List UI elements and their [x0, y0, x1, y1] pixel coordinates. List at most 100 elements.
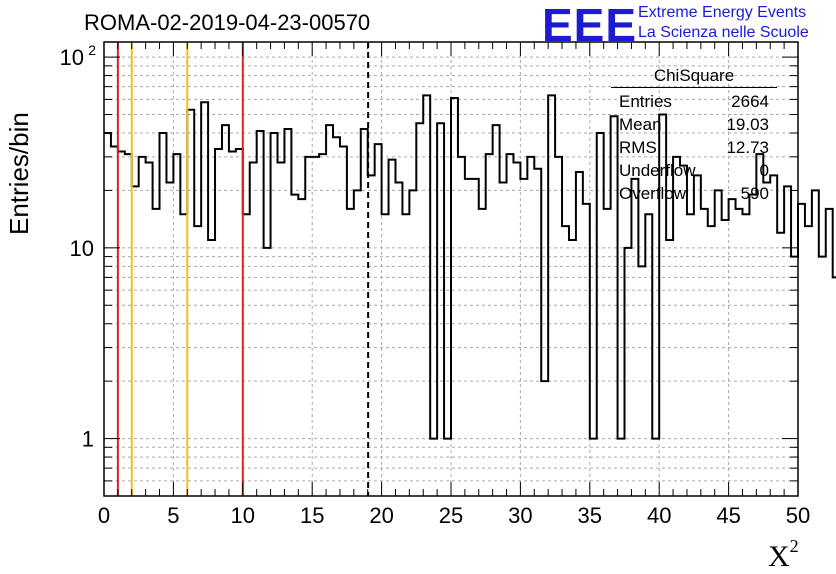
histogram-bin: [160, 133, 167, 496]
histogram-bin: [652, 439, 659, 496]
histogram-bin: [104, 133, 111, 496]
histogram-bin: [347, 209, 354, 496]
histogram-bin: [520, 179, 527, 496]
histogram-bin: [111, 146, 118, 496]
histogram-bin: [784, 186, 791, 496]
histogram-bin: [382, 214, 389, 496]
histogram-bin: [812, 190, 819, 496]
histogram-bin: [250, 163, 257, 496]
histogram-bin: [541, 381, 548, 496]
x-tick-label: 0: [98, 503, 110, 528]
histogram-bin: [756, 154, 763, 496]
histogram-bin: [278, 163, 285, 496]
histogram-bin: [187, 110, 194, 496]
histogram-bin: [625, 248, 632, 496]
histogram-bin: [826, 209, 833, 496]
histogram-bin: [409, 190, 416, 496]
stats-value: 12.73: [726, 138, 769, 157]
histogram-bin: [493, 125, 500, 496]
histogram-bin: [340, 146, 347, 496]
histogram-bin: [416, 123, 423, 496]
histogram-bin: [507, 154, 514, 496]
histogram-bin: [583, 204, 590, 496]
histogram-bin: [271, 133, 278, 496]
histogram-bin: [548, 95, 555, 496]
x-tick-label: 5: [167, 503, 179, 528]
histogram-bin: [562, 226, 569, 496]
histogram-bin: [291, 195, 298, 496]
histogram-bin: [500, 183, 507, 496]
histogram-bin: [631, 179, 638, 496]
histogram-bin: [423, 95, 430, 496]
stats-label: Mean: [619, 115, 662, 134]
histogram-bin: [333, 137, 340, 496]
histogram-bin: [527, 157, 534, 496]
histogram-bin: [763, 183, 770, 496]
stats-value: 19.03: [726, 115, 769, 134]
histogram-bin: [479, 209, 486, 496]
histogram-bin: [437, 123, 444, 496]
axis-ticks: [103, 42, 799, 497]
histogram-bin: [298, 199, 305, 496]
stats-label: RMS: [619, 138, 657, 157]
histogram-bin: [451, 98, 458, 496]
histogram-bin: [742, 214, 749, 496]
histogram-bin: [444, 439, 451, 496]
histogram-bin: [319, 154, 326, 496]
histogram-bin: [166, 183, 173, 496]
histogram-bin: [194, 226, 201, 496]
y-tick-label: 10: [60, 45, 84, 70]
histogram-bin: [430, 439, 437, 496]
histogram-series: [104, 94, 836, 496]
eee-logo: EEE Extreme Energy Events La Scienza nel…: [542, 0, 834, 51]
stats-row-entries: Entries 2664: [611, 90, 777, 113]
histogram-bin: [590, 439, 597, 496]
stats-value: 0: [759, 161, 769, 180]
x-tick-label: 30: [508, 503, 532, 528]
marker-lines: [116, 42, 370, 496]
histogram-bin: [486, 154, 493, 496]
histogram-bin: [645, 214, 652, 496]
histogram-bin: [180, 214, 187, 496]
y-tick-label-exponent: 2: [88, 42, 96, 58]
stats-label: Overflow: [619, 184, 687, 203]
histogram-bin: [569, 240, 576, 496]
x-axis-label-superscript: 2: [789, 536, 799, 556]
stats-title: ChiSquare: [611, 66, 777, 88]
histogram-bin: [791, 257, 798, 496]
histogram-bin: [201, 102, 208, 496]
histogram-bin: [798, 204, 805, 496]
stats-label: Underflow: [619, 161, 696, 180]
histogram-bin: [604, 209, 611, 496]
histogram-bin: [749, 195, 756, 496]
histogram-bin: [736, 209, 743, 496]
histogram-bin: [805, 226, 812, 496]
histogram-bin: [770, 175, 777, 496]
histogram-bin: [513, 163, 520, 496]
histogram-bin: [312, 157, 319, 496]
histogram-bin: [326, 125, 333, 496]
histogram-bin: [819, 257, 826, 496]
x-tick-label: 25: [439, 503, 463, 528]
histogram-bin: [687, 214, 694, 496]
y-tick-label: 1: [82, 427, 94, 452]
stats-box: ChiSquare Entries 2664 Mean 19.03 RMS 12.73…: [611, 66, 777, 205]
histogram-bin: [361, 129, 368, 496]
histogram-bin: [673, 157, 680, 496]
histogram-bin: [534, 169, 541, 496]
stats-value: 2664: [731, 92, 769, 111]
stats-label: Entries: [619, 92, 672, 111]
histogram-bin: [722, 220, 729, 496]
histogram-bin: [576, 172, 583, 496]
histogram-bin: [118, 151, 125, 496]
x-tick-label: 20: [369, 503, 393, 528]
histogram-bin: [236, 149, 243, 496]
x-axis-label-base: X: [768, 540, 790, 573]
histogram-bin: [389, 160, 396, 496]
histogram-bin: [708, 226, 715, 496]
x-tick-label: 45: [716, 503, 740, 528]
histogram-bin: [173, 154, 180, 496]
stats-value: 590: [740, 184, 769, 203]
histogram-bin: [597, 133, 604, 496]
